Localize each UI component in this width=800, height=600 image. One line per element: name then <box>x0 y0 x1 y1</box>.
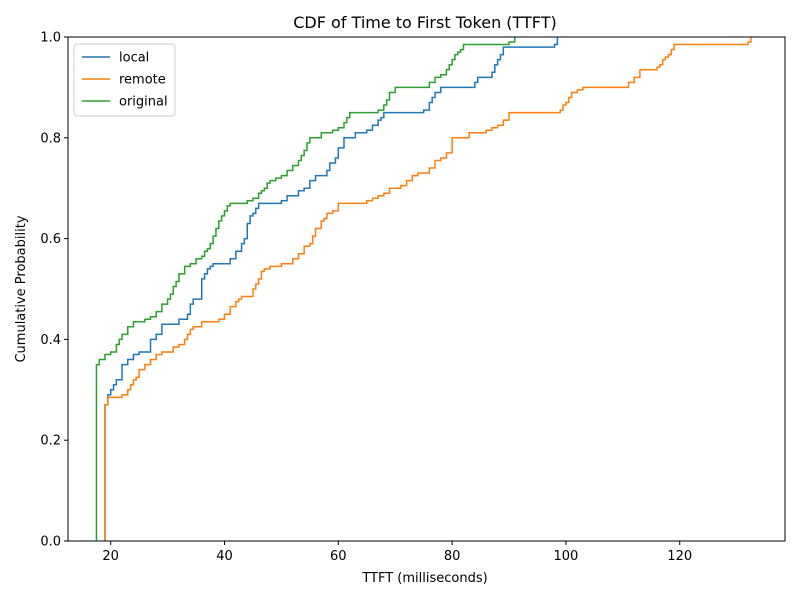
x-tick-label: 40 <box>216 549 233 564</box>
y-tick-label: 1.0 <box>40 31 61 46</box>
x-tick-label: 60 <box>330 549 347 564</box>
chart-title: CDF of Time to First Token (TTFT) <box>293 13 557 32</box>
axes: 20 40 60 80 100 120 0.0 0.2 0.4 0.6 0.8 1.0 <box>40 31 786 564</box>
legend-box <box>73 43 176 117</box>
y-tick-label: 0.4 <box>40 333 61 348</box>
axes-frame <box>67 36 786 542</box>
x-tick-label: 20 <box>102 549 119 564</box>
legend: local remote original <box>73 43 176 117</box>
y-axis-title: Cumulative Probability <box>14 215 29 362</box>
legend-label-local: local <box>119 51 149 66</box>
x-tick-label: 100 <box>554 549 579 564</box>
plot-area <box>95 37 752 541</box>
y-tick-label: 0.0 <box>40 535 61 550</box>
y-tick-label: 0.2 <box>40 434 61 449</box>
y-tick-label: 0.8 <box>40 131 61 146</box>
x-tick-label: 80 <box>444 549 461 564</box>
legend-label-remote: remote <box>119 73 166 88</box>
y-tick-label: 0.6 <box>40 232 61 247</box>
x-tick-label: 120 <box>667 549 692 564</box>
series-line-local <box>104 37 559 541</box>
x-axis-title: TTFT (milliseconds) <box>361 571 487 586</box>
series-line-remote <box>104 37 752 541</box>
series-line-original <box>95 37 516 541</box>
legend-label-original: original <box>119 95 168 110</box>
